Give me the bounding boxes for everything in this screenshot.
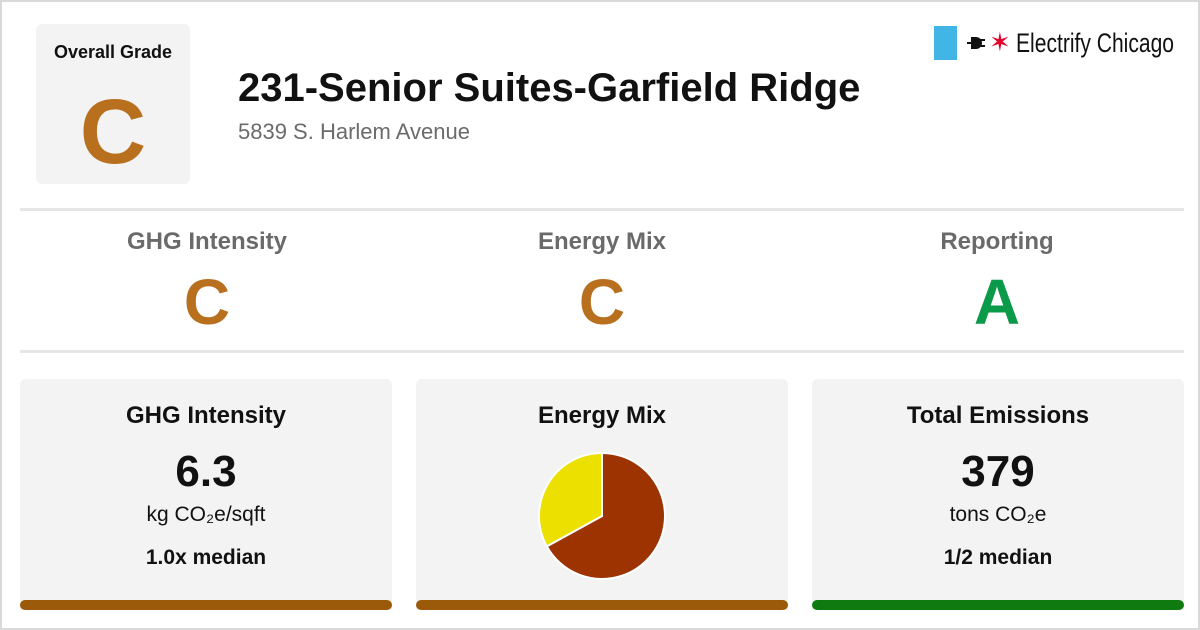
total-emissions-value: 379	[961, 447, 1035, 496]
total-emissions-card: Total Emissions 379 tons CO₂e 1/2 median	[812, 379, 1184, 610]
grade-color-bar	[20, 600, 392, 610]
brand-name: Electrify Chicago	[1015, 27, 1174, 58]
ghg-intensity-unit: kg CO₂e/sqft	[146, 503, 266, 526]
emissions-median-comparison: 1/2 median	[943, 546, 1053, 569]
overall-grade-value: C	[79, 81, 147, 183]
grade-color-bar	[812, 600, 1184, 610]
divider	[20, 350, 1184, 353]
energy-mix-grade-value: C	[578, 266, 626, 338]
brand-logo: ✶ Electrify Chicago	[934, 26, 1200, 60]
blue-square-icon	[934, 26, 957, 60]
reporting-grade-value: A	[973, 266, 1021, 338]
reporting-grade-label: Reporting	[940, 228, 1054, 255]
building-title: 231-Senior Suites-Garfield Ridge	[238, 66, 861, 110]
ghg-grade-value: C	[183, 266, 231, 338]
star-icon: ✶	[989, 28, 1011, 58]
energy-mix-card: Energy Mix	[416, 379, 788, 610]
ghg-intensity-card: GHG Intensity 6.3 kg CO₂e/sqft 1.0x medi…	[20, 379, 392, 610]
ghg-median-comparison: 1.0x median	[145, 546, 267, 569]
ghg-grade-label: GHG Intensity	[126, 228, 288, 255]
energy-mix-pie-chart	[538, 451, 666, 580]
overall-grade-box: Overall Grade C	[36, 24, 190, 184]
overall-grade-label: Overall Grade	[53, 42, 173, 62]
ghg-intensity-value: 6.3	[175, 447, 237, 496]
grade-color-bar	[416, 600, 788, 610]
total-emissions-unit: tons CO₂e	[949, 503, 1047, 526]
energy-mix-grade-label: Energy Mix	[537, 228, 667, 255]
ghg-grade: GHG Intensity C	[57, 228, 357, 334]
energy-mix-grade: Energy Mix C	[452, 228, 752, 334]
card-title: Energy Mix	[537, 402, 667, 429]
building-address: 5839 S. Harlem Avenue	[238, 119, 470, 144]
divider	[20, 208, 1184, 211]
pie-slice-0	[545, 451, 666, 580]
card-title: GHG Intensity	[125, 402, 287, 429]
plug-icon	[967, 37, 985, 49]
card-title: Total Emissions	[906, 402, 1090, 429]
reporting-grade: Reporting A	[847, 228, 1147, 334]
pie-slice-1	[538, 451, 603, 548]
